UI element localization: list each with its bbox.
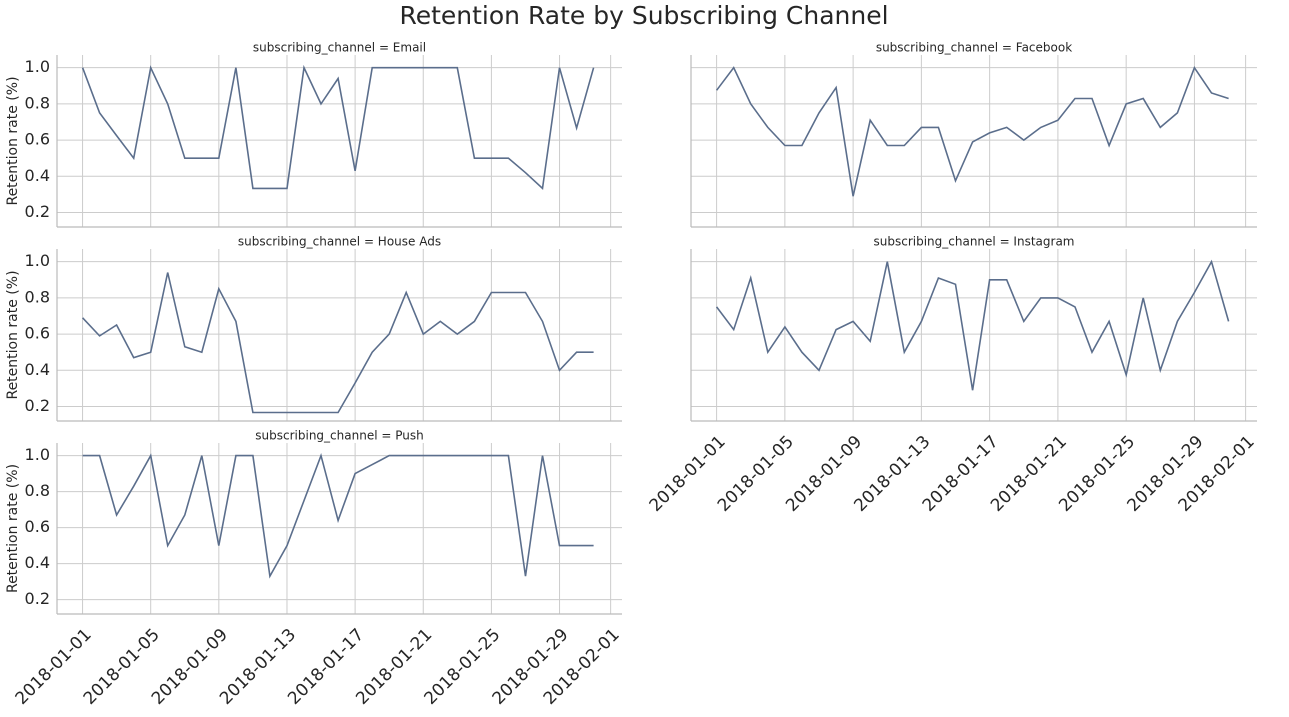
data-line bbox=[715, 65, 1229, 197]
panel-title: subscribing_channel = Instagram bbox=[874, 235, 1075, 249]
panel-title: subscribing_channel = House Ads bbox=[238, 235, 441, 249]
y-tick-label: 0.2 bbox=[25, 589, 50, 608]
y-tick-label: 0.6 bbox=[25, 130, 50, 149]
data-line bbox=[715, 259, 1230, 391]
y-tick-label: 1.0 bbox=[25, 251, 50, 270]
y-axis-label: Retention rate (%) bbox=[5, 464, 21, 593]
y-tick-label: 0.6 bbox=[25, 517, 50, 536]
y-tick-label: 0.8 bbox=[25, 481, 50, 500]
data-line bbox=[82, 272, 594, 414]
panel-title: subscribing_channel = Email bbox=[253, 41, 426, 55]
y-tick-label: 0.2 bbox=[25, 202, 50, 221]
data-line bbox=[81, 64, 595, 191]
data-line bbox=[82, 452, 594, 579]
y-tick-label: 1.0 bbox=[25, 445, 50, 464]
figure-title: Retention Rate by Subscribing Channel bbox=[399, 1, 888, 30]
y-tick-label: 0.2 bbox=[25, 396, 50, 415]
y-tick-label: 0.8 bbox=[25, 287, 50, 306]
panel-title: subscribing_channel = Facebook bbox=[876, 41, 1072, 55]
y-axis-label: Retention rate (%) bbox=[5, 76, 21, 205]
y-tick-label: 0.4 bbox=[25, 553, 50, 572]
y-axis-label: Retention rate (%) bbox=[5, 270, 21, 399]
panel-title: subscribing_channel = Push bbox=[255, 429, 423, 443]
y-tick-label: 0.8 bbox=[25, 93, 50, 112]
y-tick-label: 0.4 bbox=[25, 166, 50, 185]
y-tick-label: 0.6 bbox=[25, 324, 50, 343]
y-tick-label: 1.0 bbox=[25, 57, 50, 76]
y-tick-label: 0.4 bbox=[25, 360, 50, 379]
